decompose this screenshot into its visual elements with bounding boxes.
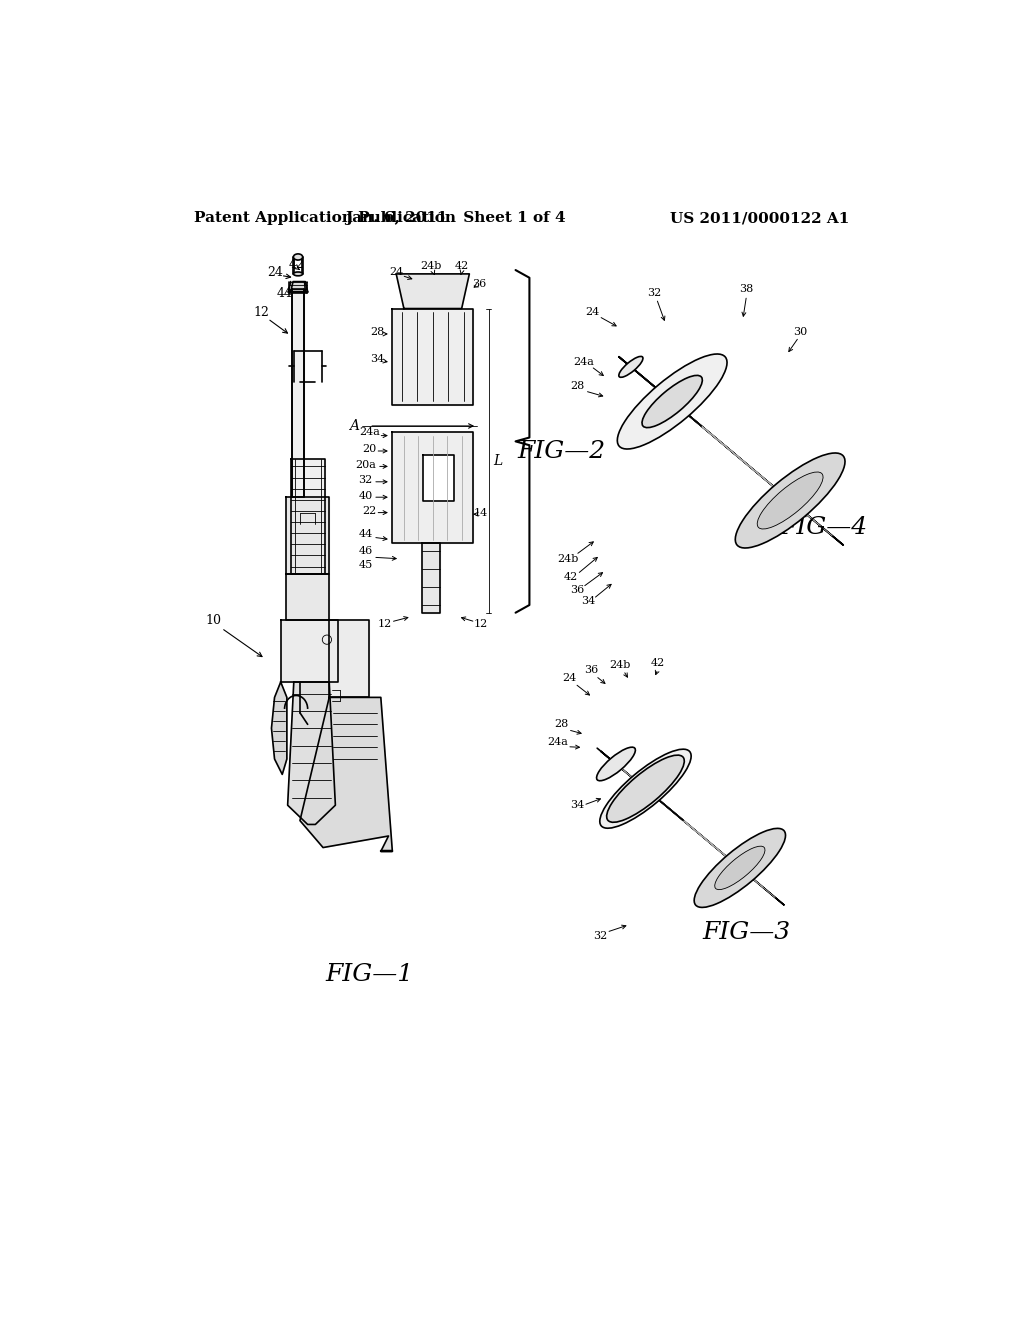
Ellipse shape: [642, 375, 702, 428]
Text: 42: 42: [288, 259, 304, 271]
Text: 32: 32: [647, 288, 662, 298]
Ellipse shape: [715, 846, 765, 890]
Text: 34: 34: [582, 597, 596, 606]
Polygon shape: [396, 275, 469, 309]
Polygon shape: [423, 455, 454, 502]
Text: 28: 28: [370, 326, 384, 337]
Ellipse shape: [294, 272, 303, 276]
Text: 44: 44: [358, 529, 373, 539]
Ellipse shape: [294, 253, 303, 260]
Text: 36: 36: [472, 279, 486, 289]
Text: 40: 40: [358, 491, 373, 500]
Text: L: L: [494, 454, 503, 467]
Text: 24: 24: [562, 673, 577, 684]
Text: 28: 28: [570, 380, 585, 391]
Polygon shape: [292, 289, 304, 498]
Text: 24a: 24a: [548, 737, 568, 747]
Text: 45: 45: [358, 560, 373, 570]
Text: FIG—1: FIG—1: [326, 964, 414, 986]
Text: 24b: 24b: [609, 660, 630, 671]
Text: 12: 12: [254, 306, 269, 319]
Ellipse shape: [757, 473, 823, 529]
Polygon shape: [281, 620, 339, 682]
Text: 24: 24: [389, 268, 403, 277]
Text: FIG—3: FIG—3: [702, 921, 791, 944]
Polygon shape: [330, 620, 370, 697]
Text: 36: 36: [584, 665, 598, 676]
Text: 24b: 24b: [557, 554, 579, 564]
Text: 24b: 24b: [420, 261, 441, 271]
Text: 42: 42: [651, 657, 666, 668]
Text: 42: 42: [564, 572, 579, 582]
Text: 24a: 24a: [572, 358, 594, 367]
Ellipse shape: [617, 354, 727, 449]
Polygon shape: [271, 682, 287, 775]
Text: 46: 46: [358, 546, 373, 556]
Polygon shape: [286, 498, 330, 574]
Text: 24: 24: [586, 308, 600, 317]
Ellipse shape: [597, 747, 636, 780]
Polygon shape: [601, 751, 784, 906]
Ellipse shape: [694, 829, 785, 907]
Text: 24a: 24a: [358, 426, 380, 437]
Text: FIG—2: FIG—2: [518, 440, 606, 462]
Text: FIG—4: FIG—4: [779, 516, 867, 540]
Polygon shape: [288, 682, 336, 825]
Text: 28: 28: [555, 719, 569, 730]
Text: Jan. 6, 2011   Sheet 1 of 4: Jan. 6, 2011 Sheet 1 of 4: [345, 211, 566, 226]
Polygon shape: [422, 544, 440, 612]
Text: 20a: 20a: [355, 459, 376, 470]
Text: A: A: [349, 418, 358, 433]
Polygon shape: [392, 309, 473, 405]
Polygon shape: [291, 281, 305, 292]
Text: US 2011/0000122 A1: US 2011/0000122 A1: [670, 211, 849, 226]
Ellipse shape: [735, 453, 845, 548]
Text: 34: 34: [570, 800, 585, 810]
Polygon shape: [300, 697, 392, 851]
Text: 12: 12: [378, 619, 392, 630]
Text: 22: 22: [362, 506, 377, 516]
Text: 20: 20: [362, 445, 377, 454]
Text: 24: 24: [267, 265, 284, 279]
Text: 38: 38: [739, 284, 754, 294]
Text: 34: 34: [370, 354, 384, 363]
Text: 10: 10: [206, 614, 222, 627]
Text: Patent Application Publication: Patent Application Publication: [194, 211, 456, 226]
Polygon shape: [286, 574, 330, 620]
Text: 32: 32: [593, 931, 607, 941]
Ellipse shape: [606, 755, 684, 822]
Text: 44: 44: [276, 286, 293, 300]
Text: 42: 42: [455, 261, 469, 271]
Polygon shape: [620, 356, 843, 545]
Ellipse shape: [600, 750, 691, 828]
Text: 12: 12: [474, 619, 488, 630]
Text: 30: 30: [794, 326, 808, 337]
Text: 32: 32: [358, 475, 373, 486]
Text: 36: 36: [570, 585, 585, 594]
Text: 14: 14: [474, 508, 488, 517]
Polygon shape: [392, 432, 473, 544]
Polygon shape: [291, 459, 325, 574]
Ellipse shape: [618, 356, 643, 378]
